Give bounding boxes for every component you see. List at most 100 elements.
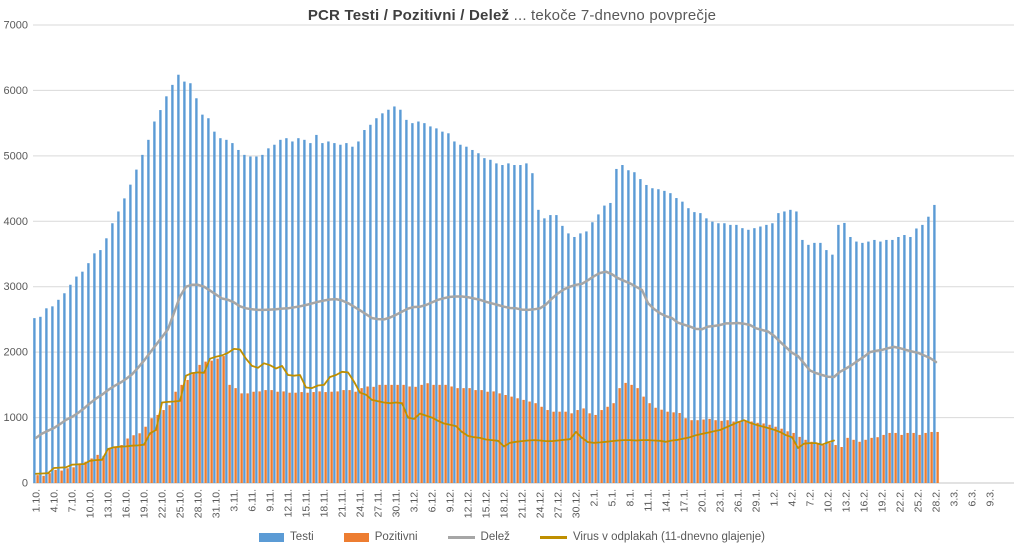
pozitivni-bar <box>462 388 465 483</box>
testi-bar <box>75 276 78 483</box>
virus-line <box>35 347 835 475</box>
x-tick-label: 28.10. <box>193 489 205 518</box>
pozitivni-bar <box>894 432 897 483</box>
testi-bar <box>843 222 846 483</box>
pozitivni-bar <box>504 394 507 483</box>
testi-bar <box>423 123 426 484</box>
legend-swatch-delez <box>447 535 475 539</box>
x-tick-label: 9.11. <box>265 489 277 512</box>
testi-bar <box>309 143 312 483</box>
pozitivni-bar <box>216 358 219 483</box>
pozitivni-bar <box>558 411 561 483</box>
testi-bar <box>765 224 768 484</box>
pozitivni-bar <box>888 432 891 483</box>
testi-bar <box>753 228 756 483</box>
testi-bar <box>807 244 810 483</box>
testi-bar <box>699 213 702 483</box>
x-tick-label: 14.1. <box>661 489 673 512</box>
pozitivni-bar <box>552 411 555 483</box>
testi-bar <box>45 308 48 483</box>
x-tick-label: 13.10. <box>103 489 115 518</box>
testi-bar <box>549 215 552 483</box>
pozitivni-bar <box>132 435 135 483</box>
pozitivni-bar <box>438 384 441 483</box>
testi-bar <box>261 154 264 483</box>
x-tick-label: 10.10. <box>85 489 97 518</box>
x-tick-label: 17.1. <box>679 489 691 512</box>
testi-bar <box>867 241 870 483</box>
pozitivni-bar <box>186 379 189 483</box>
testi-bar <box>885 239 888 483</box>
pozitivni-bar <box>840 447 843 483</box>
legend: Testi Pozitivni Delež Virus v odplakah (11-… <box>0 531 1024 543</box>
legend-label-virus: Virus v odplakah (11-dnevno glajenje) <box>572 531 765 543</box>
testi-bar <box>501 165 504 483</box>
x-tick-label: 28.2. <box>931 489 943 512</box>
testi-bar <box>465 146 468 483</box>
pozitivni-bar <box>222 356 225 483</box>
pozitivni-bar <box>540 406 543 483</box>
pozitivni-bar <box>864 439 867 483</box>
pozitivni-bar <box>750 421 753 483</box>
pozitivni-bar <box>720 420 723 483</box>
testi-bar <box>87 263 90 483</box>
testi-bar <box>477 153 480 484</box>
pozitivni-bar <box>798 436 801 483</box>
testi-bar <box>495 163 498 484</box>
pozitivni-bar <box>726 420 729 483</box>
testi-bar <box>297 138 300 484</box>
pozitivni-bar <box>822 445 825 483</box>
testi-bar <box>525 163 528 484</box>
testi-bar <box>813 242 816 483</box>
pozitivni-bar <box>708 418 711 483</box>
y-tick-label: 0 <box>22 478 28 490</box>
pozitivni-bar <box>42 475 45 483</box>
testi-bar <box>825 250 828 483</box>
x-tick-label: 6.11. <box>247 489 259 512</box>
chart-title-main: PCR Testi / Pozitivni / Delež <box>307 7 510 24</box>
testi-bar <box>513 165 516 483</box>
testi-bar <box>213 131 216 484</box>
pozitivni-bar <box>936 431 939 483</box>
pozitivni-bar <box>594 414 597 483</box>
pozitivni-bar <box>546 410 549 483</box>
testi-bar <box>63 293 66 483</box>
pozitivni-bar <box>684 418 687 483</box>
testi-bar <box>771 223 774 483</box>
pozitivni-bar <box>450 386 453 483</box>
pozitivni-bar <box>360 388 363 483</box>
pozitivni-bar <box>318 391 321 483</box>
testi-bar <box>915 228 918 483</box>
pozitivni-bar <box>228 384 231 483</box>
x-tick-label: 10.2. <box>823 489 835 512</box>
testi-bar <box>57 299 60 483</box>
testi-bar <box>603 205 606 483</box>
testi-bar <box>99 250 102 483</box>
pozitivni-bar <box>54 469 57 483</box>
x-tick-label: 31.10. <box>211 489 223 518</box>
pozitivni-bar <box>384 384 387 483</box>
x-tick-label: 5.1. <box>607 489 619 507</box>
x-tick-label: 16.2. <box>859 489 871 512</box>
testi-bar <box>177 74 180 484</box>
pozitivni-bar <box>162 410 165 483</box>
pozitivni-bar <box>246 393 249 483</box>
pozitivni-bars <box>36 356 939 483</box>
testi-bar <box>363 130 366 483</box>
testi-bar <box>459 144 462 483</box>
pozitivni-bar <box>420 384 423 483</box>
y-tick-label: 6000 <box>4 85 28 97</box>
testi-bar <box>333 143 336 483</box>
legend-swatch-testi <box>259 532 285 542</box>
pozitivni-bar <box>282 391 285 483</box>
testi-bar <box>375 118 378 483</box>
testi-bar <box>357 141 360 483</box>
x-tick-label: 12.12. <box>463 489 475 518</box>
testi-bar <box>105 238 108 483</box>
testi-bar <box>573 236 576 483</box>
testi-bar <box>489 159 492 484</box>
legend-label-pozitivni: Pozitivni <box>374 531 418 543</box>
x-tick-label: 11.1. <box>643 489 655 512</box>
testi-bar <box>81 271 84 483</box>
testi-bar <box>147 139 150 483</box>
